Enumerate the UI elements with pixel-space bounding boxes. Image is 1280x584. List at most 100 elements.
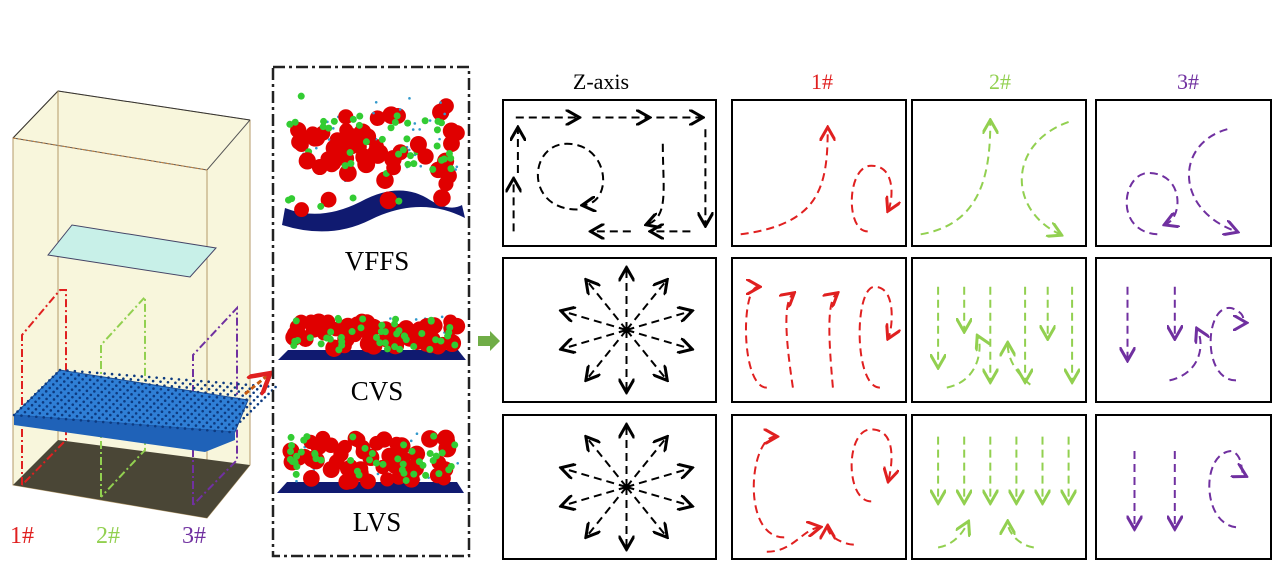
- large-particle: [357, 155, 376, 174]
- flow-arrow: [828, 527, 854, 546]
- tray-hole: [151, 379, 155, 383]
- tray-hole: [204, 391, 207, 394]
- medium-particle: [445, 329, 453, 337]
- tray-hole: [212, 414, 216, 418]
- tray-hole: [146, 416, 149, 420]
- flow-arrow: [563, 486, 627, 506]
- medium-particle: [337, 333, 345, 341]
- tray-hole: [59, 391, 63, 394]
- tray-hole: [267, 392, 270, 396]
- tray-hole: [170, 385, 174, 388]
- tray-hole: [171, 407, 175, 411]
- tray-hole: [209, 417, 212, 421]
- medium-particle: [372, 333, 380, 341]
- flow-arrow: [587, 438, 628, 488]
- medium-particle: [400, 441, 408, 449]
- tray-hole: [62, 372, 66, 376]
- state-label-vffs: VFFS: [345, 246, 410, 276]
- fine-particle: [315, 146, 318, 150]
- tray-hole: [57, 417, 60, 420]
- tray-hole: [189, 397, 193, 401]
- tray-hole: [226, 393, 230, 396]
- tray-hole: [215, 388, 218, 392]
- medium-particle: [432, 336, 440, 344]
- tray-hole: [148, 390, 152, 394]
- tray-hole: [171, 400, 174, 403]
- tray-hole: [88, 371, 92, 374]
- tray-hole: [253, 406, 256, 410]
- medium-particle: [287, 433, 295, 441]
- tray-hole: [164, 406, 167, 410]
- chamber-floor: [13, 440, 250, 518]
- large-particle: [423, 331, 441, 349]
- tray-hole: [252, 398, 256, 402]
- tray-hole: [118, 388, 122, 392]
- tray-hole: [212, 406, 215, 410]
- tray-hole: [112, 402, 115, 406]
- tray-hole: [245, 398, 248, 401]
- tray-hole: [274, 385, 277, 389]
- tray-hole: [260, 399, 263, 403]
- tray-hole: [126, 396, 130, 400]
- tray-hole: [216, 411, 219, 414]
- medium-particle: [361, 444, 369, 452]
- tray-hole: [64, 417, 68, 421]
- tray-hole: [38, 411, 42, 415]
- tray-hole: [96, 386, 100, 390]
- flow-arrow: [626, 486, 691, 506]
- medium-particle: [392, 315, 400, 323]
- tray-hole: [207, 387, 211, 391]
- tray-hole: [167, 395, 170, 399]
- tray-hole: [134, 412, 138, 415]
- tray-hole: [137, 393, 141, 397]
- medium-particle: [394, 455, 402, 463]
- tray-hole: [192, 386, 196, 390]
- tray-hole: [67, 391, 70, 395]
- tray-hole: [245, 413, 249, 416]
- flow-panel-pos2-cvs: [911, 257, 1087, 403]
- tray-hole: [241, 386, 244, 390]
- fine-particle: [456, 461, 459, 465]
- tray-hole: [175, 419, 179, 422]
- panel-frame: [911, 414, 1087, 560]
- tray-hole: [197, 398, 200, 401]
- tray-hole: [27, 407, 30, 410]
- flow-arrow: [625, 438, 667, 488]
- tray-hole: [100, 390, 104, 394]
- tray-hole: [170, 377, 173, 381]
- tray-hole: [167, 388, 170, 392]
- tray-hole: [186, 416, 190, 419]
- zoom-arrow: [244, 375, 268, 394]
- tray-hole: [149, 405, 152, 409]
- tray-hole: [136, 378, 140, 382]
- tray-hole: [174, 389, 178, 392]
- large-particle: [367, 144, 385, 162]
- large-particle: [448, 317, 466, 335]
- flow-arrow: [786, 294, 793, 388]
- tray-hole: [202, 424, 205, 428]
- tray-hole: [220, 415, 223, 418]
- medium-particle: [320, 117, 328, 125]
- tray-hole: [83, 415, 86, 419]
- tray-hole: [55, 372, 58, 375]
- flow-arrow: [1188, 128, 1236, 231]
- tray-hole: [78, 396, 82, 400]
- tray-hole: [168, 410, 171, 414]
- tray-hole: [182, 412, 186, 415]
- tray-hole: [201, 417, 205, 420]
- flow-arrow: [536, 142, 605, 210]
- medium-particle: [379, 460, 387, 468]
- medium-particle: [317, 340, 325, 348]
- tray-hole: [129, 385, 133, 389]
- tray-hole: [255, 387, 259, 391]
- tray-hole: [56, 402, 60, 405]
- tray-hole: [168, 418, 172, 422]
- tray-hole: [100, 383, 103, 386]
- tray-hole: [266, 385, 270, 388]
- tray-hole: [142, 412, 145, 416]
- fine-particle: [413, 122, 417, 125]
- medium-particle: [349, 115, 357, 123]
- tray-hole: [81, 385, 85, 389]
- medium-particle: [346, 149, 354, 157]
- panel-frame: [1095, 257, 1272, 403]
